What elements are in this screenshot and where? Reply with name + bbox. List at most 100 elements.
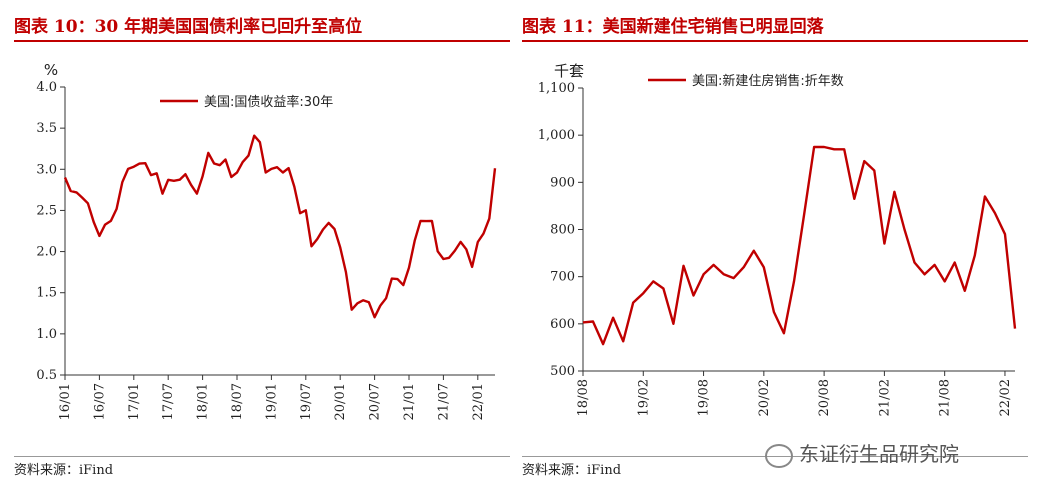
x-tick-label: 18/01 [196, 383, 211, 420]
data-point [893, 191, 895, 193]
data-point [350, 308, 352, 310]
left-source-rule [14, 456, 510, 457]
data-point [943, 280, 945, 282]
data-point [75, 193, 77, 195]
x-tick-label: 19/07 [299, 383, 314, 420]
y-unit-label: % [44, 61, 58, 79]
y-tick-label: 0.5 [36, 368, 57, 383]
y-tick-label: 900 [550, 175, 575, 190]
data-point [127, 160, 129, 162]
data-point [436, 246, 438, 248]
data-point [104, 230, 106, 232]
x-tick-label: 19/02 [636, 379, 651, 416]
data-point [743, 266, 745, 268]
data-point [144, 164, 146, 166]
data-point [362, 304, 364, 306]
x-tick-label: 22/02 [998, 379, 1013, 416]
data-point [224, 160, 226, 162]
data-point [293, 189, 295, 191]
data-point [173, 185, 175, 187]
data-point [213, 164, 215, 166]
data-point [276, 168, 278, 170]
data-point [282, 172, 284, 174]
data-point [954, 261, 956, 263]
data-point [933, 264, 935, 266]
data-point [602, 343, 604, 345]
x-tick-label: 20/07 [368, 383, 383, 420]
data-point [974, 254, 976, 256]
y-tick-label: 800 [550, 223, 575, 238]
data-point [138, 168, 140, 170]
data-point [98, 234, 100, 236]
data-point [339, 242, 341, 244]
x-tick-label: 22/01 [471, 383, 486, 420]
data-point [431, 226, 433, 228]
data-point [305, 205, 307, 207]
data-point [853, 198, 855, 200]
data-point [270, 164, 272, 166]
data-point [242, 164, 244, 166]
data-point [356, 308, 358, 310]
left-title-rule [14, 40, 510, 42]
data-point [773, 311, 775, 313]
data-point [161, 185, 163, 187]
data-point [662, 287, 664, 289]
data-point [477, 238, 479, 240]
y-tick-label: 3.5 [36, 121, 57, 136]
x-tick-label: 16/01 [58, 383, 73, 420]
data-point [287, 172, 289, 174]
data-point [642, 292, 644, 294]
x-tick-label: 20/02 [757, 379, 772, 416]
y-unit-label: 千套 [554, 62, 584, 80]
data-point [994, 212, 996, 214]
x-tick-label: 21/01 [402, 383, 417, 420]
data-point [753, 250, 755, 252]
data-point [368, 296, 370, 298]
data-point [196, 185, 198, 187]
data-point [156, 172, 158, 174]
data-point [81, 197, 83, 199]
data-point [178, 180, 180, 182]
data-point [442, 254, 444, 256]
y-tick-label: 700 [550, 270, 575, 285]
y-tick-label: 500 [550, 364, 575, 379]
data-point [984, 195, 986, 197]
x-tick-label: 20/01 [333, 383, 348, 420]
data-point [190, 185, 192, 187]
data-point [964, 290, 966, 292]
data-point [803, 214, 805, 216]
data-point [652, 280, 654, 282]
data-point [70, 197, 72, 199]
data-point [702, 273, 704, 275]
data-point [385, 296, 387, 298]
wechat-icon [765, 443, 793, 468]
data-point [722, 273, 724, 275]
data-point [823, 146, 825, 148]
data-point [913, 261, 915, 263]
data-point [883, 242, 885, 244]
y-tick-label: 4.0 [36, 80, 57, 95]
data-point [236, 168, 238, 170]
data-point [582, 321, 584, 323]
legend-label: 美国:新建住房销售:折年数 [692, 73, 844, 89]
data-point [1004, 233, 1006, 235]
data-point [310, 246, 312, 248]
x-tick-label: 21/08 [938, 379, 953, 416]
data-point [632, 301, 634, 303]
data-point [345, 271, 347, 273]
data-point [133, 164, 135, 166]
series-line [582, 145, 1017, 346]
watermark: 东证衍生品研究院 [765, 438, 959, 468]
data-point [612, 317, 614, 319]
data-point [322, 234, 324, 236]
data-point [425, 226, 427, 228]
data-point [712, 264, 714, 266]
series-line [63, 134, 497, 319]
data-point [92, 213, 94, 215]
data-point [379, 304, 381, 306]
data-point [783, 332, 785, 334]
y-tick-label: 1,100 [538, 81, 575, 96]
right-chart-title: 图表 11：美国新建住宅销售已明显回落 [522, 17, 824, 37]
y-tick-label: 1,000 [538, 128, 575, 143]
